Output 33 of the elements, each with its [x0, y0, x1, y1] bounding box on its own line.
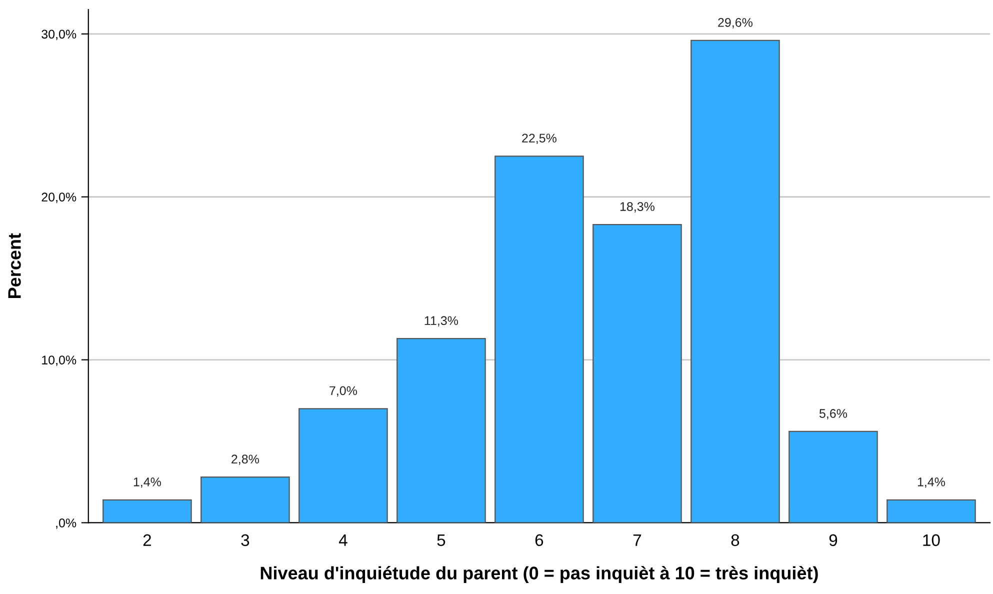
- data-label: 5,6%: [819, 409, 848, 420]
- data-label: 11,3%: [424, 316, 458, 327]
- bar: [200, 476, 290, 523]
- data-label: 22,5%: [522, 134, 556, 144]
- bar: [102, 499, 192, 523]
- x-axis-title: Niveau d'inquiétude du parent (0 = pas inquièt à 10 = très inquièt): [260, 566, 818, 584]
- x-tick-label: 4: [338, 534, 348, 546]
- bar: [298, 408, 388, 523]
- y-axis-title: Percent: [8, 233, 21, 298]
- x-tick-label: 5: [437, 534, 446, 546]
- x-tick-label: 9: [829, 534, 838, 546]
- y-tick-label: 30,0%: [42, 30, 76, 40]
- x-tick-label: 8: [731, 534, 740, 546]
- x-tick-label: 10: [923, 534, 940, 546]
- data-label: 2,8%: [232, 454, 259, 465]
- data-label: 7,0%: [330, 386, 357, 397]
- x-tick-label: 7: [633, 534, 641, 546]
- x-tick-label: 2: [143, 534, 151, 546]
- x-tick-label: 6: [535, 534, 544, 546]
- data-label: 1,4%: [134, 478, 161, 488]
- y-tick-label: 10,0%: [42, 356, 76, 366]
- y-tick-label: 20,0%: [42, 192, 76, 203]
- bar: [592, 224, 682, 523]
- bar: [788, 430, 878, 523]
- data-label: 18,3%: [620, 202, 654, 212]
- x-tick-label: 3: [241, 534, 250, 546]
- data-label: 29,6%: [718, 18, 752, 28]
- data-label: 1,4%: [918, 478, 946, 488]
- bar: [396, 338, 486, 523]
- bar: [494, 156, 584, 523]
- y-tick-label: ,0%: [56, 518, 76, 529]
- bar: [690, 40, 780, 523]
- bar: [886, 499, 976, 523]
